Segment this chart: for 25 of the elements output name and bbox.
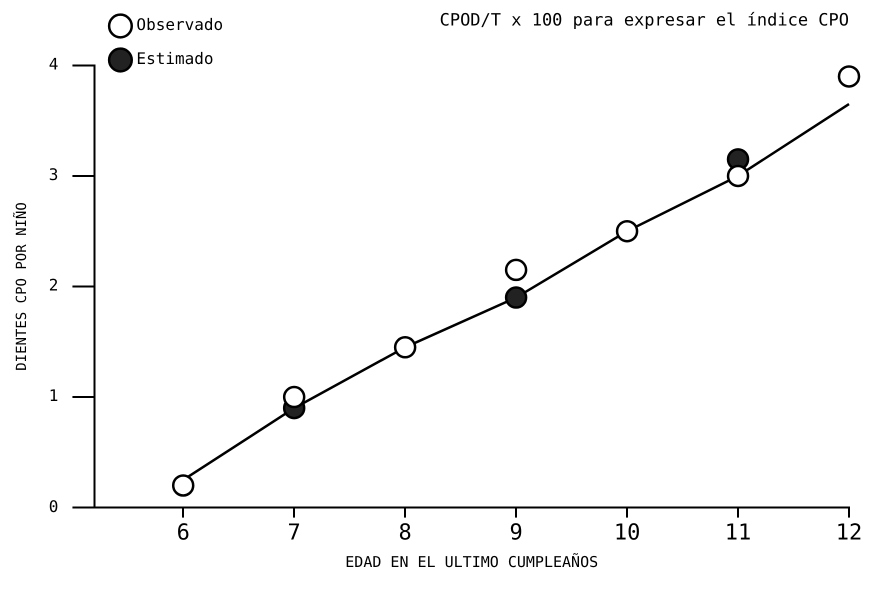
x-tick-label: 10	[614, 520, 640, 546]
point	[504, 258, 528, 282]
point	[394, 336, 416, 359]
y-tick-label: 2	[48, 276, 58, 295]
point	[504, 286, 528, 309]
x-tick-label: 6	[176, 520, 190, 546]
x-tick-label: 8	[398, 520, 412, 546]
x-tick-label: 12	[836, 520, 862, 546]
x-tick-label: 9	[509, 520, 523, 546]
x-tick-label: 11	[724, 520, 752, 546]
x-tick-label: 7	[288, 520, 301, 546]
point	[838, 65, 860, 88]
y-tick-label: 1	[48, 386, 58, 406]
point	[172, 474, 194, 497]
legend-label: Observado	[136, 15, 224, 34]
y-tick-label: 3	[48, 165, 58, 184]
y-tick-label: 4	[48, 54, 58, 74]
y-axis-title: DIENTES CPO POR NIÑO	[13, 202, 30, 371]
chart-title: CPOD/T x 100 para expresar el índice CPO	[440, 10, 849, 31]
point	[726, 164, 750, 188]
point	[282, 386, 306, 408]
legend-label: Estimado	[136, 49, 214, 68]
x-axis-title: EDAD EN EL ULTIMO CUMPLEAÑOS	[345, 552, 598, 571]
y-tick-label: 0	[48, 496, 58, 516]
point	[616, 220, 638, 242]
